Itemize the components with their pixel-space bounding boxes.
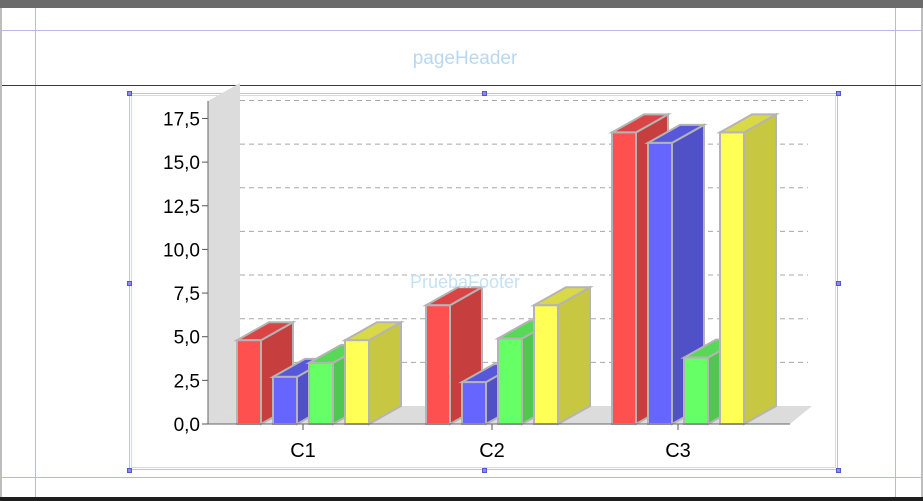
y-tick-label: 17,5 <box>163 109 200 130</box>
bottom-margin-guide <box>2 477 921 478</box>
bar-c2-3 <box>497 337 523 425</box>
y-tick-label: 0,0 <box>174 415 200 436</box>
window-left-border <box>0 8 2 497</box>
bar-c2-1 <box>425 304 451 425</box>
chart-side-wall <box>208 83 240 424</box>
resize-handle-middle-right[interactable] <box>836 281 841 286</box>
y-tick-label: 7,5 <box>174 284 200 305</box>
resize-handle-middle-left[interactable] <box>127 281 132 286</box>
chart-plot-area: 0,0 2,5 5,0 7,5 10,0 12,5 15,0 17,5 C1 C2 C3 <box>163 83 812 462</box>
x-category-label: C1 <box>290 440 316 462</box>
window-bottom-border <box>0 497 923 501</box>
bar-side-c2-4 <box>557 285 591 426</box>
footer-band-label: PruebaFooter <box>410 272 520 292</box>
resize-handle-top-left[interactable] <box>127 91 132 96</box>
x-category-label: C2 <box>479 440 505 462</box>
bar-c3-4 <box>719 131 745 425</box>
window-top-border <box>0 0 923 8</box>
right-margin-guide <box>895 8 896 497</box>
bar-c3-3 <box>683 356 709 425</box>
bar-c1-1 <box>236 339 262 425</box>
bar-c1-4 <box>344 339 370 425</box>
resize-handle-top-right[interactable] <box>836 91 841 96</box>
bar-c2-4 <box>533 304 559 425</box>
y-tick-label: 2,5 <box>174 371 200 392</box>
bar-c2-2 <box>461 381 487 425</box>
bar-c1-2 <box>272 375 298 426</box>
left-margin-guide <box>35 8 36 497</box>
bar-c3-1 <box>611 131 637 425</box>
x-category-label: C3 <box>665 440 691 462</box>
resize-handle-bottom-left[interactable] <box>127 468 132 473</box>
resize-handle-bottom-right[interactable] <box>836 468 841 473</box>
bar-c3-2 <box>647 141 673 425</box>
y-tick-label: 5,0 <box>174 328 200 349</box>
resize-handle-bottom-center[interactable] <box>482 468 487 473</box>
top-margin-guide <box>2 30 921 31</box>
y-tick-label: 10,0 <box>163 240 200 261</box>
window-right-border <box>921 8 923 497</box>
y-tick-label: 15,0 <box>163 153 200 174</box>
page-header-band-separator[interactable] <box>2 85 921 86</box>
resize-handle-top-center[interactable] <box>482 91 487 96</box>
y-tick-label: 12,5 <box>163 197 200 218</box>
page-header-band-label: pageHeader <box>412 48 518 69</box>
bar-c1-3 <box>308 361 334 426</box>
bar-side-c3-4 <box>743 112 777 426</box>
